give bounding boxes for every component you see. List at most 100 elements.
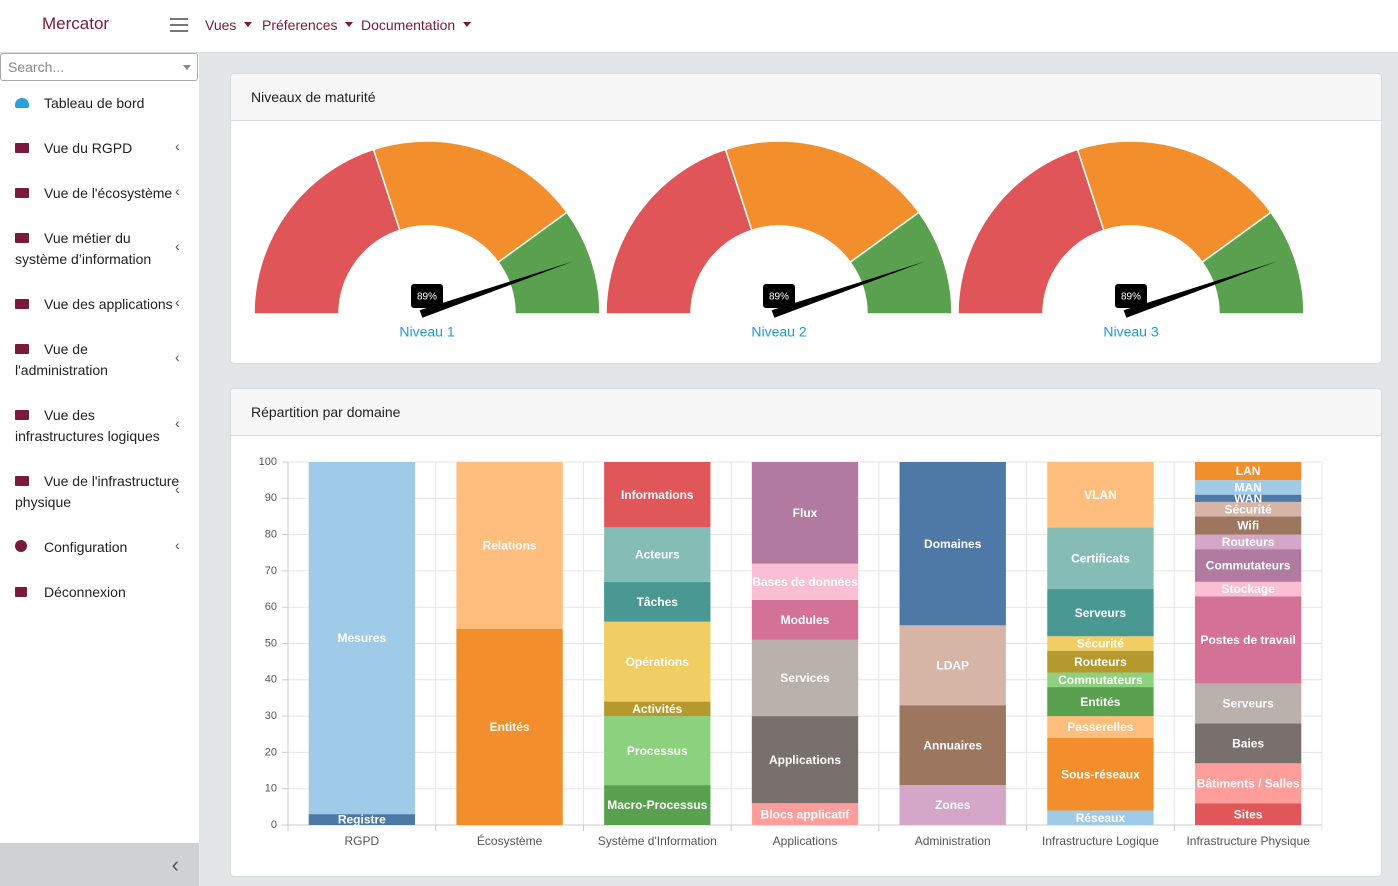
bar-segment [456,628,563,825]
y-tick-label: 60 [265,601,277,613]
bar-segment [1047,810,1154,825]
bar-segment [1047,589,1154,637]
bar-segment [1047,527,1154,590]
nav-menu[interactable]: Vues [205,17,252,33]
menu-toggle[interactable] [170,18,188,20]
bar-segment [1047,462,1154,528]
bar-segment [604,621,711,702]
bar-segment [1194,501,1302,517]
segment-label: Applications [769,753,841,767]
chevron: ‹ [175,294,180,310]
bar-segment [1194,596,1302,684]
y-tick-label: 100 [259,456,277,468]
bar-segment [604,701,711,717]
segment-label: Sites [1234,807,1263,821]
nav-label: Vue des infrastructures logiques [15,407,160,444]
segment-label: Services [780,671,830,685]
nav-item[interactable]: Tableau de bord [15,93,183,114]
nav-menu[interactable]: Documentation [361,17,471,33]
bar-segment [604,581,711,622]
y-tick-label: 0 [271,819,277,831]
nav-label: Vue métier du système d’information [15,230,152,267]
bar-segment [1194,516,1302,535]
x-tick-label: Infrastructure Physique [1186,834,1310,848]
nav-label: Configuration [44,539,128,555]
value-label: 89% [417,292,437,303]
nav-item[interactable]: Déconnexion [15,582,183,603]
nav-item[interactable]: Vue des applications [15,294,183,315]
chevron: ‹ [175,138,180,154]
chevron: ‹ [175,481,180,497]
gauge-band [497,211,601,315]
bar-segment [1194,683,1302,724]
nav-item[interactable]: Vue de l'infrastructure physique [15,471,183,513]
bar-segment [1194,763,1302,804]
value-badge [411,284,443,308]
chevron: ‹ [175,183,180,199]
icon [15,233,29,243]
icon [15,476,29,486]
segment-label: Annuaires [923,738,982,752]
gauge-title: Niveau 3 [1103,324,1158,340]
bar-segment [1194,480,1302,495]
segment-label: Passerelles [1067,720,1133,734]
segment-label: Zones [935,798,971,812]
y-tick-label: 20 [265,746,277,758]
y-tick-label: 40 [265,674,277,686]
nav-item[interactable]: Vue de l'administration [15,339,183,381]
segment-label: Stockage [1221,582,1275,596]
icon [15,410,29,420]
icon [15,188,29,198]
bar-segment [751,599,859,640]
panel-title: Niveaux de maturité [231,74,1381,121]
sidebar: Search... ‹ Tableau de bord Vue du RGPD ‹ V… [0,53,199,886]
segment-label: Bâtiments / Salles [1197,776,1300,790]
segment-label: Activités [632,702,682,716]
segment-label: Blocs applicatif [761,807,851,821]
bar-segment [1194,803,1302,825]
chevron: ‹ [175,415,180,431]
bar-segment [751,716,859,804]
nav-item[interactable]: Vue de l'écosystème [15,183,183,204]
nav-item[interactable]: Configuration [15,537,183,558]
nav-label: Vue de l'administration [15,341,108,378]
search[interactable]: Search... [0,53,198,81]
nav-item[interactable]: Vue des infrastructures logiques [15,405,183,447]
segment-label: Serveurs [1075,606,1127,620]
menu-toggle[interactable] [170,24,188,26]
gauges: 89% Niveau 1 89% Niveau 2 89% Niveau 3 [253,140,1305,340]
segment-label: Domaines [924,537,982,551]
icon [15,299,29,309]
sidebar-collapse[interactable]: ‹ [0,843,199,886]
segment-label: Modules [781,613,830,627]
segment-label: Certificats [1071,551,1130,565]
segment-label: Serveurs [1222,697,1274,711]
panel: Niveaux de maturité 89% Niveau 1 89% Niveau… [230,73,1382,364]
nav-menu[interactable]: Préferences [262,17,353,33]
nav-item[interactable]: Vue métier du système d’information [15,228,183,270]
bar-segment [604,527,711,582]
brand[interactable]: Mercator [42,14,110,33]
y-tick-label: 80 [265,529,277,541]
bar-segment [899,625,1006,706]
segment-label: Relations [483,539,537,553]
bar-segment [751,639,859,717]
bar-segment [308,814,416,825]
bar-segment [308,462,416,815]
gauge-needle [1123,261,1277,318]
gauge-band [1201,211,1305,315]
segment-label: WAN [1234,491,1262,505]
value-badge [763,284,795,308]
x-tick-label: RGPD [345,834,380,848]
bar-segment [1194,462,1302,481]
segment-label: Sous-réseaux [1061,767,1140,781]
bar-segment [751,803,859,825]
bar-segment [1194,723,1302,764]
nav-item[interactable]: Vue du RGPD [15,138,183,159]
gauge-band [1076,140,1273,264]
menu-toggle[interactable] [170,30,188,32]
segment-label: Baies [1232,736,1264,750]
segment-label: Macro-Processus [607,798,707,812]
gauge-title: Niveau 2 [751,324,806,340]
